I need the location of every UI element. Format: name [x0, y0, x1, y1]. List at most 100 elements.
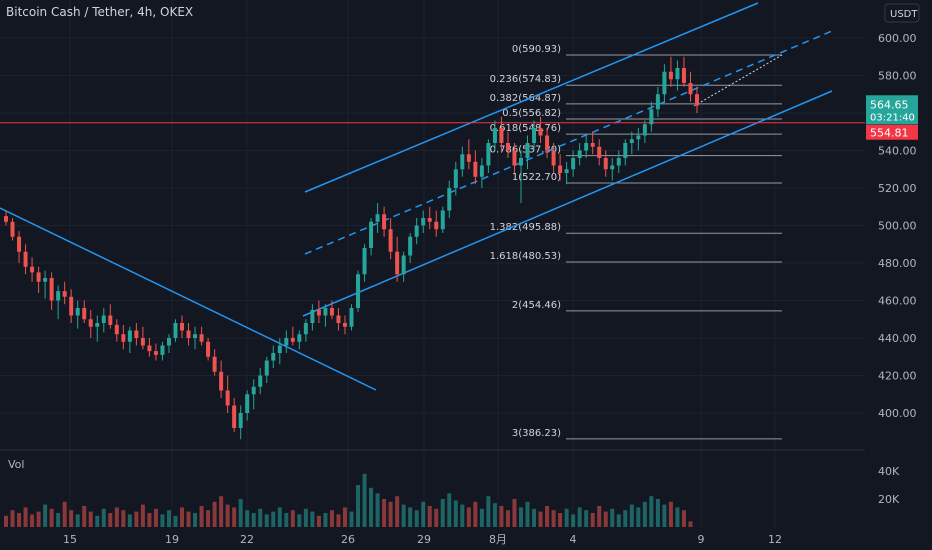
candle-body — [75, 308, 80, 316]
candle-body — [668, 71, 673, 80]
volume-bar — [473, 501, 478, 527]
candle-body — [349, 308, 354, 327]
candle-body — [160, 345, 165, 355]
volume-bar — [43, 504, 48, 527]
volume-bar — [584, 510, 589, 527]
candle-body — [303, 323, 308, 335]
candle-body — [675, 68, 680, 80]
candle-body — [681, 68, 686, 83]
x-tick-label: 19 — [165, 533, 179, 546]
candle-body — [518, 158, 523, 166]
candle-body — [401, 255, 406, 275]
volume-bar — [649, 496, 654, 527]
volume-bar — [336, 514, 341, 527]
volume-bar — [238, 499, 243, 527]
volume-label: Vol — [8, 458, 24, 471]
volume-bar — [629, 504, 634, 527]
candle-body — [290, 338, 295, 342]
volume-bar — [395, 496, 400, 527]
y-tick-label: 480.00 — [878, 257, 917, 270]
candle-body — [264, 360, 269, 376]
volume-tick-label: 40K — [878, 465, 900, 478]
last-price-badge — [866, 95, 918, 125]
fib-level-label: 1.618(480.53) — [490, 251, 562, 262]
volume-bar — [251, 513, 256, 527]
candle-body — [62, 291, 67, 297]
volume-bar — [616, 514, 621, 527]
volume-bar — [23, 507, 28, 527]
candle-body — [571, 158, 576, 170]
candle-body — [362, 248, 367, 275]
candle-body — [486, 143, 491, 166]
volume-bar — [69, 510, 74, 527]
level-price-value: 554.81 — [870, 127, 909, 140]
candle-body — [238, 413, 243, 428]
fib-level-label: 0.786(537.30) — [490, 145, 562, 156]
volume-bar — [147, 513, 152, 527]
candle-body — [655, 94, 660, 110]
volume-bar — [277, 507, 282, 527]
fibonacci-retracement: 0(590.93) 0.236(574.83) 0.382(564.87) 0.5(5… — [490, 44, 782, 440]
candle-body — [95, 323, 100, 327]
volume-bar — [434, 508, 439, 527]
candle-body — [114, 324, 119, 335]
volume-bar — [297, 514, 302, 527]
volume-bar — [668, 501, 673, 527]
volume-bar — [258, 508, 263, 527]
volume-bar — [134, 511, 139, 527]
volume-bar — [408, 507, 413, 527]
volume-bar — [440, 499, 445, 527]
fib-level-label: 2(454.46) — [512, 300, 561, 311]
candle-body — [121, 334, 126, 342]
volume-bar — [173, 515, 178, 527]
x-tick-label: 12 — [768, 533, 782, 546]
volume-bar — [75, 514, 80, 527]
volume-series — [4, 473, 693, 527]
volume-bar — [199, 506, 204, 527]
volume-bar — [610, 508, 615, 527]
volume-bar — [36, 511, 41, 527]
y-tick-label: 460.00 — [878, 295, 917, 308]
volume-bar — [421, 501, 426, 527]
candle-body — [551, 150, 556, 166]
candle-body — [232, 405, 237, 428]
volume-bar — [558, 513, 563, 527]
candle-body — [525, 143, 530, 158]
volume-bar — [525, 501, 530, 527]
volume-bar — [492, 503, 497, 527]
trend-lines — [0, 2, 833, 391]
x-tick-label: 22 — [240, 533, 254, 546]
candle-body — [88, 319, 93, 327]
time-axis[interactable]: 15 19 22 26 29 8月 4 9 12 — [63, 533, 782, 546]
volume-bar — [284, 513, 289, 527]
candle-body — [440, 210, 445, 230]
candle-body — [597, 146, 602, 158]
candle-body — [388, 229, 393, 252]
volume-bar — [62, 501, 67, 527]
fib-level-label: 0.382(564.87) — [490, 93, 562, 104]
candle-body — [473, 161, 478, 177]
candle-body — [219, 371, 224, 391]
volume-tick-label: 20K — [878, 493, 900, 506]
currency-button[interactable] — [884, 3, 920, 23]
volume-bar — [49, 508, 54, 527]
candle-body — [225, 390, 230, 406]
volume-bar — [356, 485, 361, 527]
projection-line — [693, 54, 783, 107]
y-tick-label: 400.00 — [878, 407, 917, 420]
candle-body — [43, 278, 48, 282]
volume-bar — [427, 506, 432, 527]
candle-body — [101, 315, 106, 323]
candle-body — [584, 143, 589, 151]
candle-body — [564, 169, 569, 173]
volume-bar — [551, 510, 556, 527]
volume-bar — [479, 508, 484, 527]
candle-body — [636, 135, 641, 140]
volume-bar — [323, 513, 328, 527]
volume-bar — [375, 493, 380, 527]
volume-bar — [329, 510, 334, 527]
volume-bar — [518, 507, 523, 527]
candle-body — [545, 135, 550, 151]
